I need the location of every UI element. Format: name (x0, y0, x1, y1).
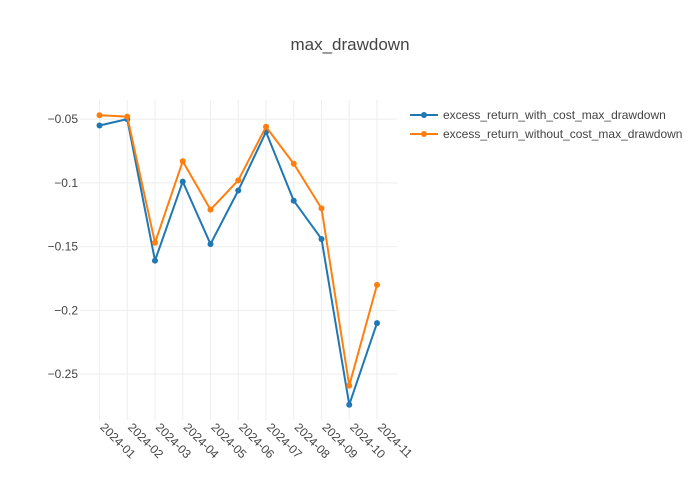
data-point[interactable] (179, 178, 186, 185)
grid (80, 100, 397, 420)
series-1 (96, 116, 380, 408)
data-point[interactable] (346, 382, 353, 389)
data-point[interactable] (290, 197, 297, 204)
legend[interactable]: excess_return_with_cost_max_drawdownexce… (410, 108, 682, 141)
legend-item[interactable]: excess_return_with_cost_max_drawdown (410, 108, 666, 122)
legend-label: excess_return_with_cost_max_drawdown (443, 108, 666, 122)
data-point[interactable] (346, 401, 353, 408)
y-tick-label: −0.1 (54, 176, 78, 190)
data-point[interactable] (207, 206, 214, 213)
data-point[interactable] (318, 205, 325, 212)
data-point[interactable] (179, 158, 186, 165)
data-point[interactable] (290, 160, 297, 167)
legend-label: excess_return_without_cost_max_drawdown (443, 127, 682, 141)
data-point[interactable] (152, 257, 158, 264)
data-point[interactable] (207, 241, 214, 248)
y-tick-label: −0.2 (54, 303, 78, 317)
data-point[interactable] (374, 320, 380, 327)
series-2 (96, 112, 380, 389)
legend-marker (421, 131, 427, 137)
y-tick-label: −0.05 (48, 112, 79, 126)
data-point[interactable] (374, 281, 380, 288)
data-point[interactable] (96, 122, 103, 129)
data-point[interactable] (124, 113, 131, 120)
legend-marker (421, 112, 427, 118)
data-point[interactable] (235, 177, 242, 184)
data-point[interactable] (152, 239, 158, 246)
data-point[interactable] (96, 112, 103, 119)
legend-item[interactable]: excess_return_without_cost_max_drawdown (410, 127, 682, 141)
data-point[interactable] (318, 235, 325, 242)
y-tick-label: −0.15 (48, 240, 79, 254)
x-axis-ticks: 2024-012024-022024-032024-042024-052024-… (97, 420, 415, 461)
y-tick-label: −0.25 (48, 367, 79, 381)
data-point[interactable] (235, 187, 242, 194)
chart-title: max_drawdown (290, 35, 409, 54)
y-axis-ticks: −0.05 −0.1 −0.15 −0.2 −0.25 (48, 112, 79, 381)
data-point[interactable] (263, 123, 269, 130)
series-layer (96, 112, 380, 408)
